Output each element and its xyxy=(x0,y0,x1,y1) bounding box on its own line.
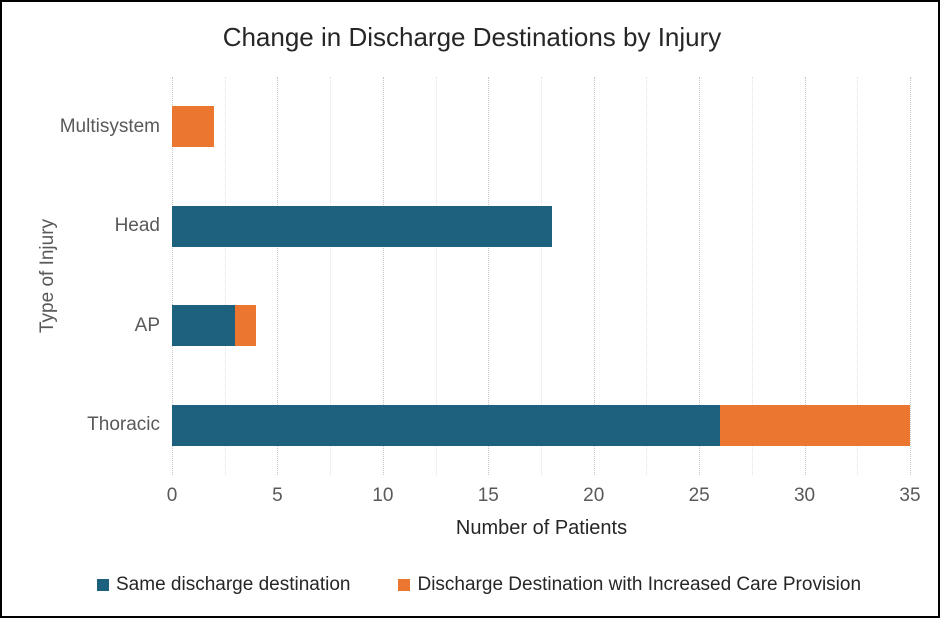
x-tick-label-5: 5 xyxy=(272,485,283,506)
x-tick-label-15: 15 xyxy=(477,485,499,506)
y-axis-title: Type of Injury xyxy=(37,218,58,334)
chart-title: Change in Discharge Destinations by Inju… xyxy=(222,22,722,52)
gridline-major xyxy=(593,77,595,475)
bar-segment-head-same-destination xyxy=(172,205,552,247)
x-tick-label-20: 20 xyxy=(583,485,605,506)
legend-label: Same discharge destination xyxy=(116,574,351,595)
y-category-label-thoracic: Thoracic xyxy=(87,414,160,436)
legend-swatch-blue xyxy=(97,579,109,591)
gridline-major xyxy=(172,77,173,475)
bar-segment-ap-same-destination xyxy=(172,305,236,347)
bar-segment-multisystem-increased-care xyxy=(172,106,215,148)
gridline-minor xyxy=(435,77,437,475)
bar-segment-ap-increased-care xyxy=(235,305,257,347)
gridline-major xyxy=(382,77,384,475)
y-category-label-head: Head xyxy=(114,215,160,237)
gridline-minor xyxy=(646,77,648,475)
y-category-label-ap: AP xyxy=(134,314,160,336)
legend-item-same-destination: Same discharge destination xyxy=(97,574,350,596)
gridline-major xyxy=(277,77,279,475)
x-axis-title: Number of Patients xyxy=(455,517,628,539)
gridline-minor xyxy=(751,77,753,475)
gridline-major xyxy=(488,77,490,475)
legend-label: Discharge Destination with Increased Car… xyxy=(417,574,862,595)
gridline-major xyxy=(804,77,806,475)
x-tick-label-0: 0 xyxy=(166,485,178,506)
bar-segment-thoracic-increased-care xyxy=(720,404,910,446)
gridline-major xyxy=(699,77,701,475)
gridline-minor xyxy=(330,77,332,475)
x-tick-label-35: 35 xyxy=(899,485,921,506)
x-tick-label-10: 10 xyxy=(372,485,394,506)
legend-swatch-orange xyxy=(398,579,411,591)
legend: Same discharge destination Discharge Des… xyxy=(97,574,861,596)
plot-area xyxy=(172,77,911,475)
gridline-minor xyxy=(541,77,542,475)
gridline-major xyxy=(910,77,911,475)
x-tick-label-25: 25 xyxy=(688,485,710,506)
bar-segment-thoracic-same-destination xyxy=(172,404,721,446)
gridline-minor xyxy=(224,77,226,475)
legend-item-increased-care: Discharge Destination with Increased Car… xyxy=(398,574,861,596)
gridline-minor xyxy=(857,77,859,475)
y-category-label-multisystem: Multisystem xyxy=(59,115,160,137)
x-tick-label-30: 30 xyxy=(793,485,816,506)
